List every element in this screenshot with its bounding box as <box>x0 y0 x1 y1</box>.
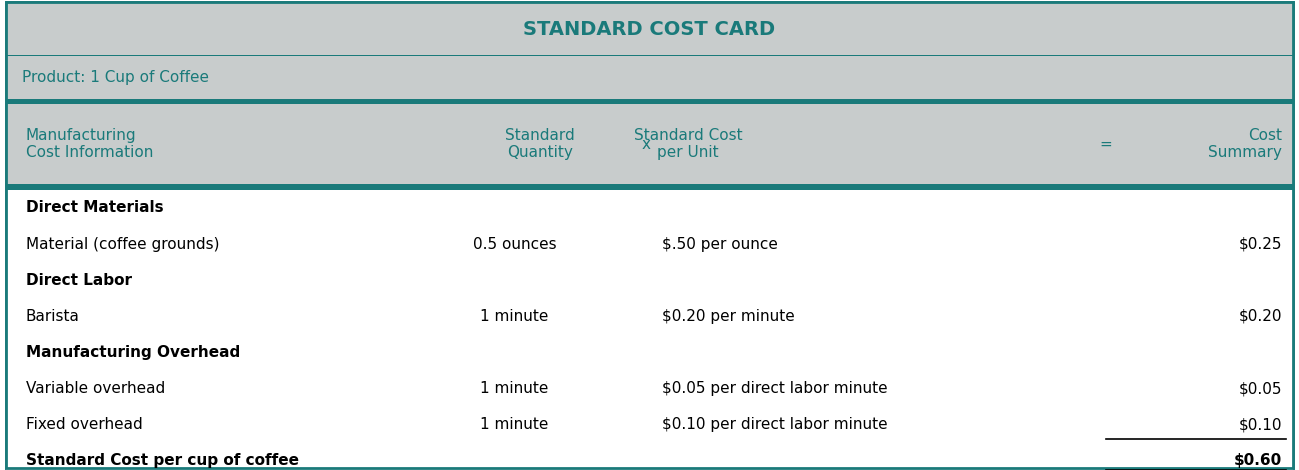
Bar <box>6 370 1293 407</box>
Text: 1 minute: 1 minute <box>481 309 548 324</box>
Text: $0.05: $0.05 <box>1239 381 1282 396</box>
Text: $0.10: $0.10 <box>1239 417 1282 432</box>
Text: Standard
Quantity: Standard Quantity <box>505 128 575 160</box>
Text: Manufacturing Overhead: Manufacturing Overhead <box>26 345 240 360</box>
Text: STANDARD COST CARD: STANDARD COST CARD <box>523 20 776 39</box>
Text: x: x <box>642 137 650 152</box>
Bar <box>6 56 1293 99</box>
Text: Variable overhead: Variable overhead <box>26 381 165 396</box>
Bar <box>6 104 1293 184</box>
Text: 1 minute: 1 minute <box>481 417 548 432</box>
Text: =: = <box>1100 137 1112 152</box>
Text: 0.5 ounces: 0.5 ounces <box>473 236 556 251</box>
Bar <box>6 407 1293 443</box>
Bar <box>6 2 1293 56</box>
Bar <box>6 335 1293 370</box>
Text: $0.05 per direct labor minute: $0.05 per direct labor minute <box>662 381 889 396</box>
Text: $0.60: $0.60 <box>1234 454 1282 469</box>
Bar <box>6 55 1293 56</box>
Bar <box>6 226 1293 262</box>
Text: Barista: Barista <box>26 309 79 324</box>
Text: $0.10 per direct labor minute: $0.10 per direct labor minute <box>662 417 889 432</box>
Bar <box>6 298 1293 335</box>
Text: Direct Labor: Direct Labor <box>26 273 131 288</box>
Bar <box>6 184 1293 190</box>
Bar <box>6 99 1293 104</box>
Text: Direct Materials: Direct Materials <box>26 200 164 215</box>
Bar <box>6 262 1293 298</box>
Bar <box>6 190 1293 226</box>
Text: Product: 1 Cup of Coffee: Product: 1 Cup of Coffee <box>22 70 209 85</box>
Text: Standard Cost
per Unit: Standard Cost per Unit <box>634 128 743 160</box>
Text: $.50 per ounce: $.50 per ounce <box>662 236 778 251</box>
Text: Cost
Summary: Cost Summary <box>1208 128 1282 160</box>
Text: $0.20: $0.20 <box>1239 309 1282 324</box>
Text: $0.20 per minute: $0.20 per minute <box>662 309 795 324</box>
Bar <box>6 443 1293 470</box>
Text: $0.25: $0.25 <box>1239 236 1282 251</box>
Text: Material (coffee grounds): Material (coffee grounds) <box>26 236 220 251</box>
Text: Standard Cost per cup of coffee: Standard Cost per cup of coffee <box>26 454 299 469</box>
Text: Manufacturing
Cost Information: Manufacturing Cost Information <box>26 128 153 160</box>
Text: Fixed overhead: Fixed overhead <box>26 417 143 432</box>
Text: 1 minute: 1 minute <box>481 381 548 396</box>
